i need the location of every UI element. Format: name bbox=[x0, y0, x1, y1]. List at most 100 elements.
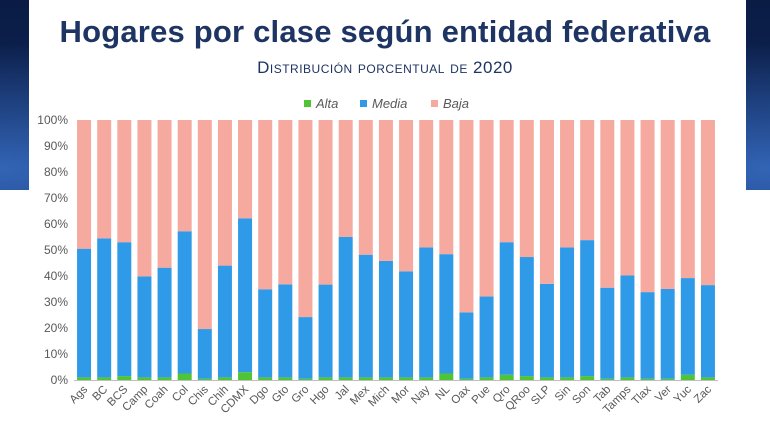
y-tick-label: 40% bbox=[44, 269, 68, 283]
bar-segment-alta bbox=[519, 376, 534, 380]
x-tick-label: Gto bbox=[270, 384, 292, 406]
y-tick-label: 80% bbox=[44, 165, 68, 179]
legend-label-baja: Baja bbox=[443, 96, 469, 111]
bar-segment-alta bbox=[157, 377, 172, 380]
bar-segment-baja bbox=[378, 120, 393, 261]
bar-segment-alta bbox=[378, 377, 393, 380]
bar-segment-media bbox=[640, 292, 655, 379]
bar-segment-baja bbox=[499, 120, 514, 243]
bar-segment-baja bbox=[620, 120, 635, 276]
bar-segment-media bbox=[419, 247, 434, 378]
bar-segment-baja bbox=[278, 120, 293, 285]
bar-segment-baja bbox=[680, 120, 695, 279]
bar-segment-alta bbox=[318, 377, 333, 380]
x-tick-label: Yuc bbox=[672, 383, 694, 405]
bar-segment-media bbox=[399, 271, 414, 378]
x-tick-label: Nay bbox=[409, 383, 432, 406]
bar-segment-media bbox=[580, 240, 595, 377]
page-subtitle: Distribución porcentual de 2020 bbox=[257, 58, 513, 77]
y-tick-label: 100% bbox=[37, 113, 68, 127]
bar-segment-baja bbox=[258, 120, 273, 290]
page-title: Hogares por clase según entidad federati… bbox=[59, 14, 711, 49]
bar-segment-alta bbox=[560, 377, 575, 380]
y-axis: 0% 10% 20% 30% 40% 50% 60% 70% 80% 90% 100% bbox=[37, 113, 68, 387]
bar-segment-alta bbox=[358, 377, 373, 380]
x-tick-label: Sin bbox=[553, 384, 573, 404]
bar-segment-alta bbox=[640, 378, 655, 380]
bar-segment-alta bbox=[620, 377, 635, 380]
legend-swatch-media bbox=[360, 100, 367, 107]
y-tick-label: 30% bbox=[44, 295, 68, 309]
x-tick-label: Ags bbox=[68, 383, 91, 406]
y-tick-label: 60% bbox=[44, 217, 68, 231]
bar-segment-alta bbox=[539, 377, 554, 380]
x-tick-label: Chis bbox=[186, 383, 211, 408]
bar-segment-media bbox=[560, 247, 575, 378]
bar-segment-media bbox=[358, 254, 373, 378]
bar-segment-baja bbox=[560, 120, 575, 248]
bar-segment-baja bbox=[298, 120, 313, 318]
y-tick-label: 0% bbox=[51, 373, 69, 387]
bar-segment-baja bbox=[238, 120, 253, 219]
bar-segment-media bbox=[197, 329, 212, 379]
bar-segment-alta bbox=[600, 378, 615, 380]
bar-segment-media bbox=[660, 289, 675, 379]
bar-segment-baja bbox=[137, 120, 152, 277]
bar-segment-media bbox=[177, 231, 192, 374]
x-tick-label: Ver bbox=[653, 384, 674, 405]
bar-segment-alta bbox=[217, 377, 232, 380]
bar-segment-media bbox=[459, 312, 474, 379]
bar-segment-baja bbox=[580, 120, 595, 241]
bar-segment-media bbox=[680, 278, 695, 375]
bar-segment-baja bbox=[479, 120, 494, 297]
bar-segment-baja bbox=[539, 120, 554, 284]
bar-segment-media bbox=[378, 260, 393, 378]
x-tick-label: Hgo bbox=[308, 384, 331, 407]
bar-segment-media bbox=[77, 248, 92, 378]
x-tick-label: Pue bbox=[470, 384, 493, 407]
bar-segment-media bbox=[519, 257, 534, 377]
bar-segment-media bbox=[157, 267, 172, 378]
y-tick-label: 50% bbox=[44, 243, 68, 257]
x-tick-label: Son bbox=[570, 384, 593, 407]
legend-label-media: Media bbox=[372, 96, 407, 111]
bar-segment-media bbox=[600, 287, 615, 379]
bar-segment-alta bbox=[278, 377, 293, 380]
bar-segment-alta bbox=[177, 373, 192, 380]
bar-segment-media bbox=[620, 275, 635, 378]
bar-segment-media bbox=[117, 242, 132, 377]
bar-segment-baja bbox=[358, 120, 373, 255]
bar-segment-baja bbox=[600, 120, 615, 288]
bar-segment-baja bbox=[318, 120, 333, 285]
x-tick-label: SLP bbox=[529, 383, 553, 407]
bar-segment-alta bbox=[338, 377, 353, 380]
y-tick-label: 20% bbox=[44, 321, 68, 335]
bar-segment-baja bbox=[77, 120, 92, 249]
bar-segment-media bbox=[479, 296, 494, 378]
bar-segment-alta bbox=[97, 377, 112, 380]
bar-segment-media bbox=[137, 276, 152, 378]
bar-segment-alta bbox=[238, 372, 253, 380]
bar-segment-baja bbox=[419, 120, 434, 248]
bar-segment-baja bbox=[640, 120, 655, 293]
bar-segment-alta bbox=[298, 378, 313, 380]
bar-segment-alta bbox=[660, 378, 675, 380]
x-tick-label: Tlax bbox=[630, 383, 654, 407]
x-tick-label: Mich bbox=[366, 384, 392, 410]
bar-segment-baja bbox=[660, 120, 675, 289]
bar-segment-baja bbox=[217, 120, 232, 266]
bar-segment-alta bbox=[399, 377, 414, 380]
bar-segment-baja bbox=[399, 120, 414, 272]
bar-segment-baja bbox=[439, 120, 454, 255]
bar-segment-baja bbox=[519, 120, 534, 258]
legend-swatch-alta bbox=[304, 100, 311, 107]
bar-segment-media bbox=[258, 289, 273, 378]
bar-segment-alta bbox=[439, 373, 454, 380]
bar-segment-media bbox=[539, 283, 554, 378]
bar-segment-alta bbox=[117, 376, 132, 380]
bars bbox=[77, 120, 715, 380]
legend-swatch-baja bbox=[431, 100, 438, 107]
y-tick-label: 10% bbox=[44, 347, 68, 361]
